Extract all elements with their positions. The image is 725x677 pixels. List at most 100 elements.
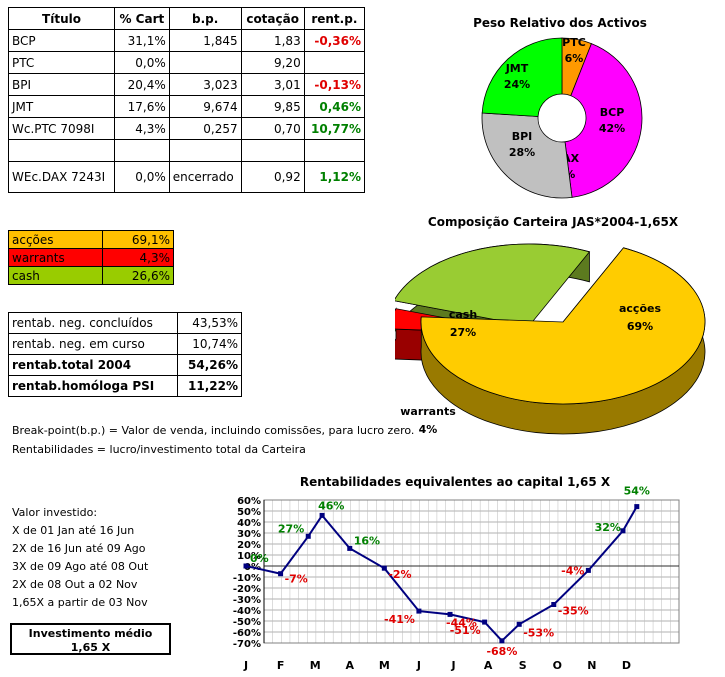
holding-rent-cell: [303, 51, 366, 74]
y-tick-label: -30%: [233, 595, 261, 606]
returns-point-label: -51%: [450, 624, 481, 637]
pie2-slice-acções: [420, 247, 706, 405]
average-investment-title: Investimento médio: [28, 627, 153, 640]
returns-point-label: 27%: [278, 522, 304, 535]
invested-line: X de 01 Jan até 16 Jun: [12, 524, 135, 537]
pie2-slice-pct: 4%: [419, 423, 438, 436]
returns-point-label: -35%: [558, 605, 589, 618]
holding-row: BCP 31,1% 1,845 1,83 -0,36%: [8, 29, 366, 52]
holding-pct-cell: 17,6%: [114, 95, 170, 118]
pie2-slice-label: acções: [619, 302, 661, 315]
returns-point: [620, 528, 626, 534]
allocation-table: acções 69,1% warrants 4,3% cash 26,6%: [8, 230, 174, 285]
line-chart-returns: Rentabilidades equivalentes ao capital 1…: [233, 475, 680, 672]
header-pct-cart: % Cart: [114, 7, 170, 30]
returns-label: rentab.total 2004: [8, 354, 178, 376]
x-tick-label: F: [277, 659, 285, 672]
holding-cotacao-cell: 9,20: [240, 51, 305, 74]
pie1-slice-pct: 28%: [509, 146, 535, 159]
x-tick-label: J: [416, 659, 421, 672]
returns-value: 43,53%: [176, 312, 243, 334]
holding-rent-cell: 1,12%: [303, 161, 366, 193]
holdings-header-row: Título % Cart b.p. cotação rent.p.: [8, 7, 366, 30]
returns-point-label: 46%: [318, 499, 344, 512]
returns-point-label: 32%: [595, 521, 621, 534]
returns-value: 11,22%: [176, 375, 243, 397]
holding-row: PTC 0,0% 9,20: [8, 51, 366, 74]
invested-title: Valor investido:: [12, 506, 98, 519]
returns-value: 10,74%: [176, 333, 243, 355]
returns-point-label: 16%: [354, 534, 380, 547]
holding-bp-cell: 3,023: [168, 73, 242, 96]
allocation-value: 4,3%: [102, 248, 174, 267]
returns-point: [447, 611, 453, 617]
returns-point: [416, 608, 422, 614]
holding-title-cell: [8, 139, 115, 162]
pie1-slice-pct: 42%: [599, 122, 625, 135]
y-tick-label: -10%: [233, 573, 261, 584]
x-tick-label: S: [519, 659, 527, 672]
holding-title-cell: BPI: [8, 73, 115, 96]
holding-pct-cell: 20,4%: [114, 73, 170, 96]
returns-point-label: -53%: [523, 626, 554, 639]
returns-point: [347, 545, 353, 551]
y-tick-label: 10%: [237, 551, 261, 562]
returns-point-label: -7%: [285, 573, 308, 586]
x-tick-label: M: [379, 659, 390, 672]
pie2-slice-pct: 69%: [627, 320, 653, 333]
holding-title-cell: WEc.DAX 7243I: [8, 161, 115, 193]
y-tick-label: -40%: [233, 606, 261, 617]
pie1-slice-label: JMT: [505, 62, 529, 75]
allocation-value: 69,1%: [102, 230, 174, 249]
holding-rent-cell: -0,13%: [303, 73, 366, 96]
allocation-row: cash 26,6%: [8, 266, 174, 285]
returns-point-label: -41%: [384, 613, 415, 626]
allocation-label: acções: [8, 230, 103, 249]
allocation-value: 26,6%: [102, 266, 174, 285]
pie2-slice-pct: 27%: [450, 326, 476, 339]
returns-point-label: -2%: [388, 568, 411, 581]
x-tick-label: N: [587, 659, 596, 672]
returns-point: [381, 565, 387, 571]
pie1-title: Peso Relativo dos Activos: [473, 16, 647, 30]
y-tick-label: 40%: [237, 518, 261, 529]
holding-cotacao-cell: 1,83: [240, 29, 305, 52]
holding-cotacao-cell: 3,01: [240, 73, 305, 96]
pie1-slice-bcp: [564, 43, 643, 198]
y-tick-label: -60%: [233, 628, 261, 639]
returns-point: [278, 571, 284, 577]
returns-label: rentab.homóloga PSI: [8, 375, 178, 397]
pie1-slice-pct: 24%: [504, 78, 530, 91]
y-tick-label: -50%: [233, 617, 261, 628]
returns-point-label: 54%: [624, 485, 650, 498]
pie2-title: Composição Carteira JAS*2004-1,65X: [428, 215, 679, 229]
returns-point: [551, 602, 557, 607]
holdings-table: Título % Cart b.p. cotação rent.p. BCP 31…: [8, 7, 366, 193]
holding-rent-cell: 10,77%: [303, 117, 366, 140]
returns-table: rentab. neg. concluídos 43,53% rentab. neg…: [8, 312, 243, 397]
holding-title-cell: Wc.PTC 7098I: [8, 117, 115, 140]
holding-bp-cell: [168, 51, 242, 74]
y-tick-label: 50%: [237, 507, 261, 518]
returns-row: rentab.total 2004 54,26%: [8, 354, 243, 376]
holding-row: [8, 139, 366, 162]
holding-bp-cell: 1,845: [168, 29, 242, 52]
holding-row: Wc.PTC 7098I 4,3% 0,257 0,70 10,77%: [8, 117, 366, 140]
holding-row: WEc.DAX 7243I 0,0% encerrado 0,92 1,12%: [8, 161, 366, 193]
x-tick-label: J: [243, 659, 248, 672]
returns-point: [516, 621, 522, 627]
invested-block: Valor investido: X de 01 Jan até 16 Jun …: [12, 504, 148, 612]
returns-point: [243, 563, 249, 569]
holding-cotacao-cell: [240, 139, 305, 162]
invested-line: 2X de 16 Jun até 09 Ago: [12, 542, 146, 555]
returns-point: [585, 567, 591, 573]
header-titulo: Título: [8, 7, 115, 30]
x-tick-label: A: [345, 659, 354, 672]
holding-pct-cell: 0,0%: [114, 51, 170, 74]
holding-pct-cell: 31,1%: [114, 29, 170, 52]
average-investment-box: Investimento médio 1,65 X: [10, 623, 171, 655]
pie1-slice-bpi: [481, 112, 573, 199]
x-tick-label: D: [622, 659, 631, 672]
pie2-slice-label: cash: [449, 308, 477, 321]
returns-row: rentab. neg. concluídos 43,53%: [8, 312, 243, 334]
